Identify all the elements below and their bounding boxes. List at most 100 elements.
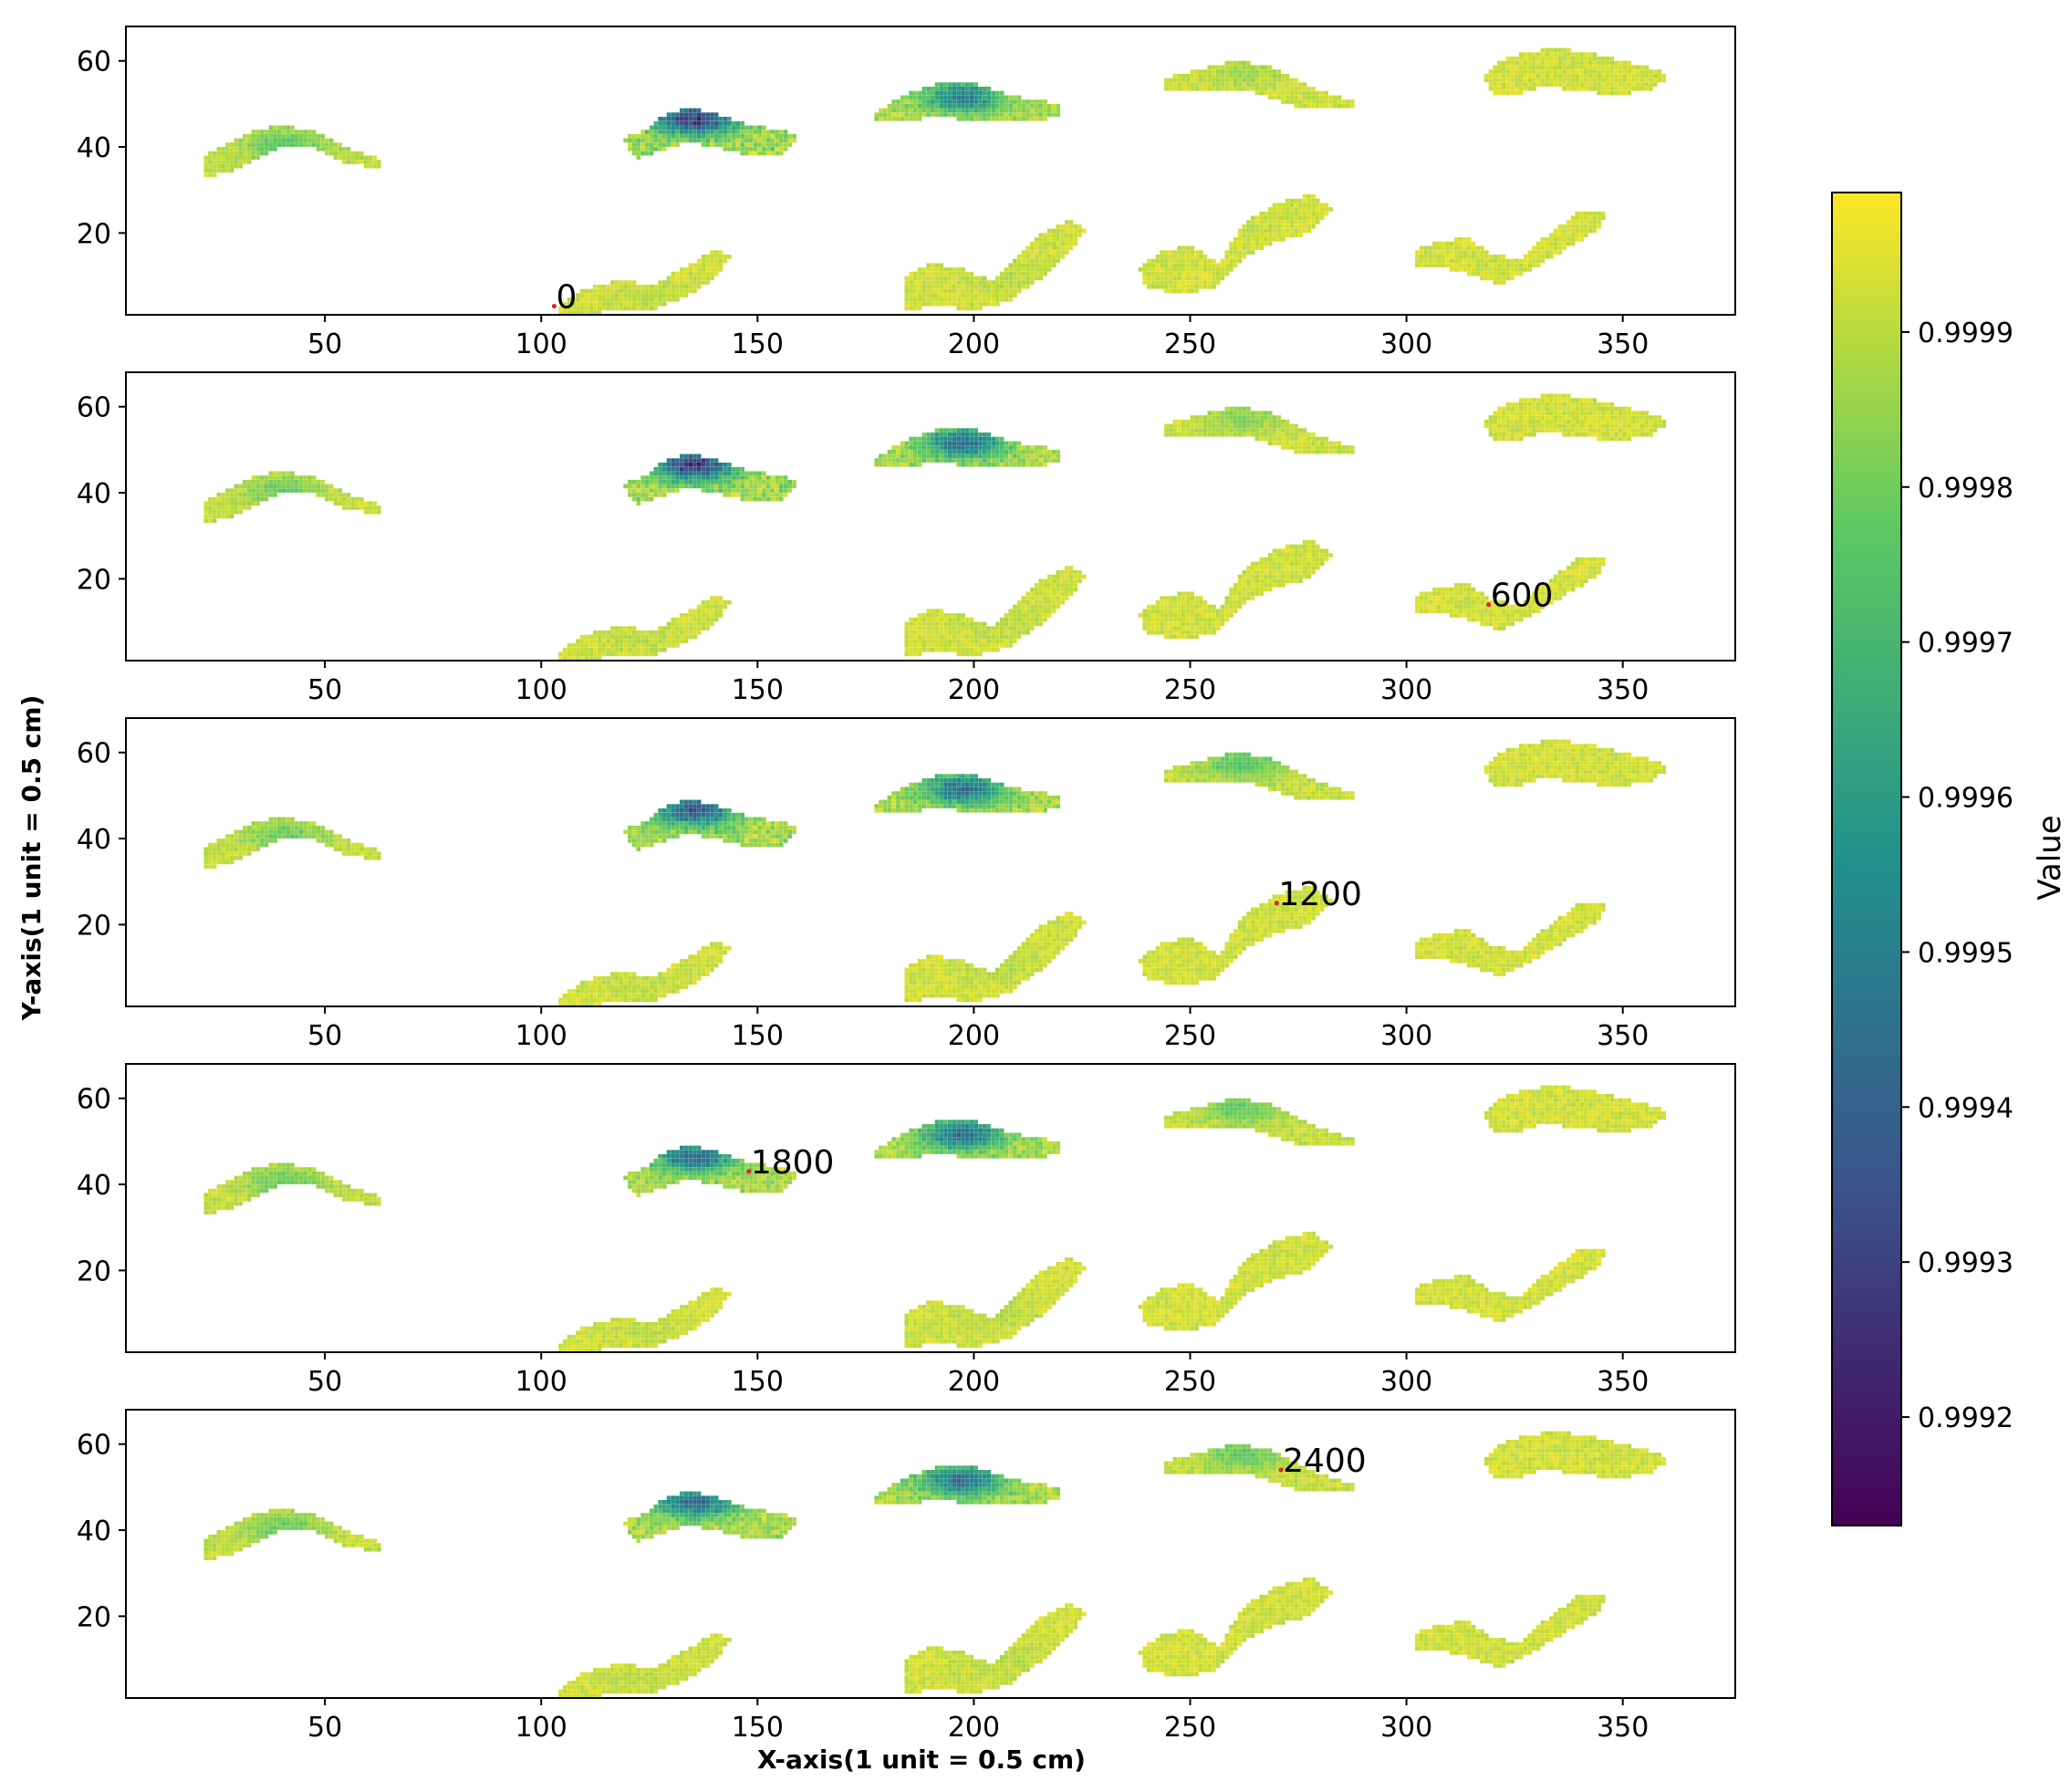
heat-cell (601, 651, 607, 657)
heat-cell (688, 288, 693, 294)
heat-cell (692, 125, 697, 130)
heat-cell (1575, 398, 1580, 402)
heat-cell (558, 310, 563, 315)
heat-cell (1164, 617, 1169, 622)
heat-cell (705, 604, 710, 609)
heat-cell (931, 453, 935, 459)
heat-cell (225, 514, 230, 519)
heat-cell (1281, 570, 1285, 575)
heat-cell (662, 301, 667, 307)
heat-cell (662, 133, 667, 139)
heat-cell (1467, 237, 1472, 242)
heat-cell (1584, 69, 1588, 74)
heat-cell (584, 647, 589, 652)
heat-cell (917, 613, 922, 618)
heat-cell (705, 617, 710, 622)
heat-cell (1527, 402, 1532, 407)
heat-cell (1025, 591, 1030, 597)
heat-cell (740, 130, 744, 134)
x-tick-label: 150 (732, 328, 784, 360)
heat-cell (1575, 415, 1580, 420)
heat-cell (1185, 271, 1191, 276)
heat-cell (1172, 630, 1178, 635)
heat-cell (1579, 78, 1584, 83)
heat-cell (1021, 258, 1026, 264)
heat-cell (1579, 224, 1584, 229)
heat-cell (636, 155, 641, 161)
heat-cell (1030, 587, 1035, 592)
heat-cell (1484, 596, 1489, 600)
heat-cell (982, 463, 987, 467)
heat-cell (1562, 233, 1566, 237)
heat-cell (1004, 630, 1009, 635)
heat-cell (1237, 245, 1243, 251)
heat-cell (1609, 428, 1615, 432)
heat-cell (1480, 276, 1484, 281)
heat-cell (1306, 432, 1312, 437)
heat-cell (636, 484, 641, 489)
heat-cell (614, 647, 619, 652)
heat-cell (727, 475, 732, 480)
heat-cell (1056, 570, 1061, 575)
heat-cell (1587, 87, 1593, 91)
heat-cell (701, 258, 706, 264)
heat-cell (1199, 609, 1203, 613)
heat-cell (1233, 591, 1238, 597)
heat-cell (1233, 237, 1238, 242)
heat-cell (1450, 255, 1454, 259)
heat-cell (779, 479, 784, 484)
heat-cell (597, 647, 602, 652)
heat-cell (1302, 436, 1307, 442)
heat-cell (1566, 65, 1571, 69)
heat-cell (1172, 604, 1178, 609)
heat-cell (1224, 271, 1230, 276)
heat-cell (696, 621, 702, 627)
heat-cell (1229, 428, 1233, 432)
heat-cell (221, 493, 225, 497)
heat-cell (1168, 267, 1173, 272)
heat-cell (1038, 250, 1044, 255)
heat-cell (1545, 411, 1549, 415)
heat-cell (713, 250, 719, 255)
heat-cell (1527, 609, 1532, 613)
heat-cell (934, 643, 940, 648)
heat-cell (1194, 271, 1199, 276)
heat-cell (342, 505, 347, 510)
heat-cell (1199, 613, 1203, 618)
heat-cell (982, 293, 987, 297)
heat-cell (1302, 193, 1307, 199)
heat-cell (342, 160, 347, 164)
heat-cell (887, 103, 892, 109)
heat-cell (1202, 276, 1208, 281)
heat-cell (740, 496, 744, 502)
heat-cell (943, 643, 948, 648)
heat-cell (1493, 276, 1498, 281)
heat-cell (1445, 587, 1450, 592)
heat-cell (1445, 263, 1450, 267)
heat-cell (1298, 548, 1303, 553)
heat-cell (649, 651, 654, 657)
heat-cell (1557, 237, 1563, 242)
heat-cell (961, 267, 965, 272)
heat-cell (1207, 609, 1212, 613)
heat-cell (1510, 604, 1514, 609)
heat-cell (701, 263, 706, 267)
heat-cell (692, 276, 697, 281)
heat-cell (1285, 198, 1290, 203)
heat-cell (713, 604, 719, 609)
heat-cell (705, 458, 710, 463)
heat-cell (696, 626, 702, 630)
x-tick-label: 300 (1380, 328, 1432, 360)
heat-cell (718, 600, 723, 605)
heat-cell (1177, 258, 1181, 264)
heat-cell (1333, 441, 1337, 446)
heat-cell (948, 621, 952, 627)
heat-cell (377, 163, 381, 169)
heat-cell (913, 301, 918, 307)
heat-cell (1501, 65, 1506, 69)
heat-cell (934, 441, 940, 446)
heat-cell (1423, 255, 1429, 259)
heat-cell (579, 297, 585, 302)
heat-cell (1242, 233, 1246, 237)
heat-cell (1557, 398, 1563, 402)
